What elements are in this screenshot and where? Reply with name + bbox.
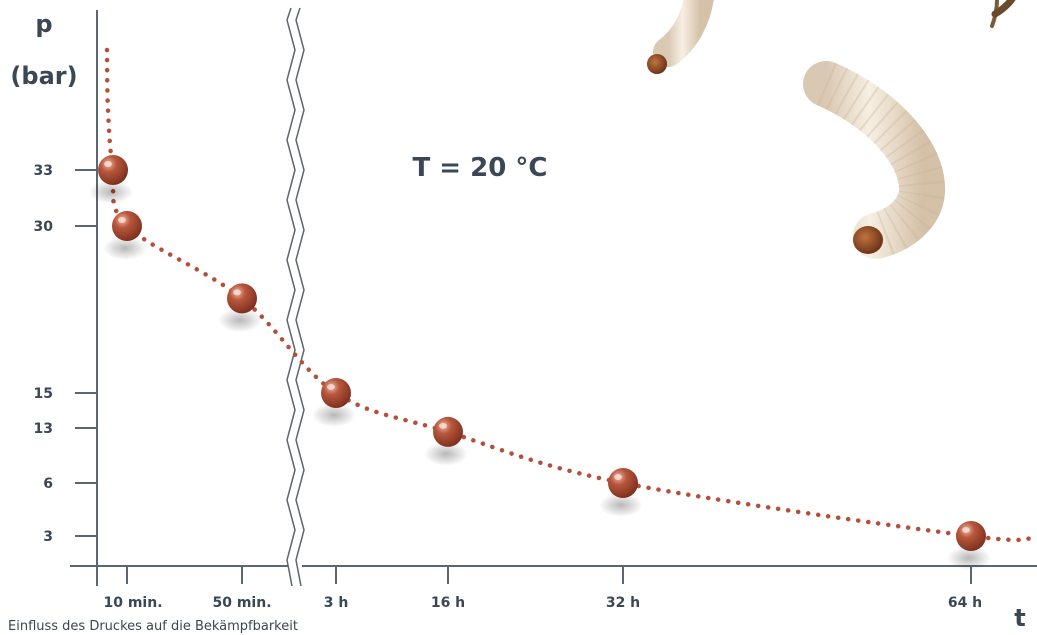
wax-moth-larvae-icon <box>647 0 1016 259</box>
x-tick-label: 32 h <box>606 595 640 611</box>
data-point-shadow <box>218 308 262 333</box>
y-ticks: 33 30 15 13 6 3 <box>34 163 97 545</box>
data-points <box>89 155 991 570</box>
data-point-marker <box>98 155 128 185</box>
data-point-shadow <box>599 493 643 517</box>
y-tick-label: 30 <box>34 219 54 235</box>
data-point-shadow <box>947 546 991 570</box>
x-tick-label: 64 h <box>948 595 982 611</box>
y-tick-label: 13 <box>34 421 53 437</box>
data-point-shadow <box>89 180 133 204</box>
data-point-shadow <box>312 403 356 427</box>
data-point <box>218 283 262 333</box>
data-point-highlight <box>327 384 335 390</box>
data-point-highlight <box>962 527 970 533</box>
data-point-highlight <box>439 422 447 429</box>
y-tick-label: 15 <box>34 386 53 402</box>
data-point-shadow <box>103 236 147 260</box>
x-tick-label: 3 h <box>324 595 349 611</box>
x-axis-title: t <box>1014 604 1025 630</box>
data-point-marker <box>112 211 142 241</box>
data-point <box>103 211 147 260</box>
y-tick-label: 33 <box>34 163 53 179</box>
data-point-marker <box>956 521 986 551</box>
data-point-marker <box>608 468 638 498</box>
data-point <box>947 521 991 570</box>
y-axis-title: p <box>35 10 52 38</box>
data-point-marker <box>433 416 463 447</box>
data-point <box>424 416 468 466</box>
data-point <box>312 378 356 427</box>
x-ticks: 10 min. 50 min. 3 h 16 h 32 h 64 h <box>103 566 982 611</box>
data-point-highlight <box>614 474 622 480</box>
y-tick-label: 3 <box>43 529 53 545</box>
data-point <box>599 468 643 517</box>
larva-main <box>803 61 945 259</box>
x-axis-break <box>286 7 305 587</box>
data-point-shadow <box>424 441 468 466</box>
axes <box>70 10 1037 586</box>
temperature-annotation: T = 20 °C <box>413 153 548 183</box>
data-point-highlight <box>118 217 126 223</box>
axis-break-line-left <box>286 7 296 587</box>
larva-top <box>647 0 714 74</box>
data-point-highlight <box>104 161 112 167</box>
figure-caption: Einfluss des Druckes auf die Bekämpfbark… <box>8 619 298 634</box>
data-point-highlight <box>233 289 241 296</box>
data-point-marker <box>227 283 257 314</box>
x-tick-label: 10 min. <box>103 595 162 611</box>
larva-corner <box>990 0 1016 28</box>
x-tick-label: 16 h <box>431 595 465 611</box>
data-point <box>89 155 133 204</box>
y-axis-unit: (bar) <box>10 62 77 90</box>
x-tick-label: 50 min. <box>212 595 271 611</box>
data-point-marker <box>321 378 351 408</box>
axis-break-line-right <box>295 7 305 587</box>
y-tick-label: 6 <box>43 476 53 492</box>
